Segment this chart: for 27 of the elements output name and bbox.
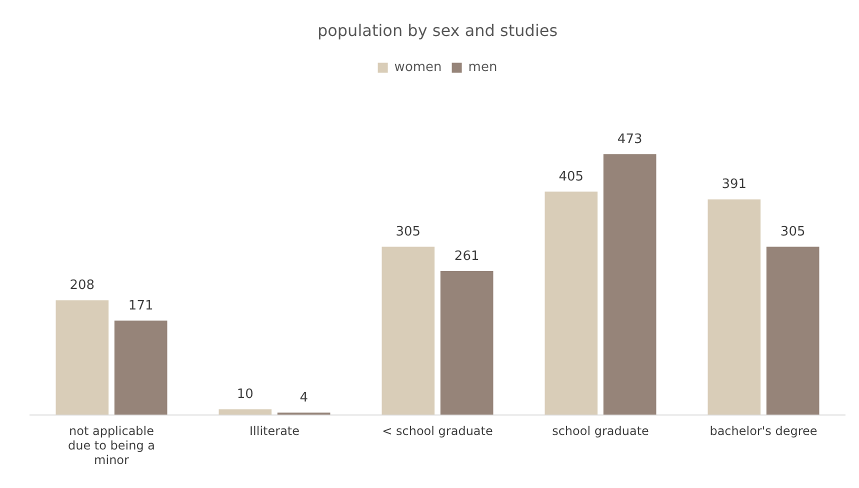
legend-label: men — [468, 60, 498, 76]
data-label: 305 — [396, 224, 421, 240]
x-tick-label: school graduate — [552, 424, 649, 438]
data-label: 10 — [236, 387, 254, 402]
bar — [114, 320, 168, 415]
bar — [708, 199, 761, 415]
bar — [56, 300, 109, 415]
bar — [544, 192, 598, 415]
x-tick-label: bachelor's degree — [710, 424, 818, 438]
x-tick-label: not applicable due to being a minor — [68, 424, 156, 467]
data-label: 171 — [128, 298, 154, 314]
x-tick-label: < school graduate — [382, 424, 493, 438]
bar — [766, 246, 820, 415]
bar — [603, 154, 656, 415]
data-label: 305 — [780, 224, 806, 240]
bar — [218, 409, 272, 415]
x-tick-label: Illiterate — [249, 424, 300, 438]
data-label: 405 — [558, 170, 584, 185]
bar — [440, 270, 494, 415]
bar — [382, 246, 435, 415]
data-label: 473 — [617, 132, 642, 148]
legend-label: women — [394, 60, 442, 76]
data-label: 4 — [300, 390, 308, 406]
data-label: 208 — [70, 278, 95, 294]
chart-title: population by sex and studies — [317, 20, 558, 40]
data-label: 261 — [454, 248, 480, 264]
data-label: 391 — [722, 177, 747, 192]
